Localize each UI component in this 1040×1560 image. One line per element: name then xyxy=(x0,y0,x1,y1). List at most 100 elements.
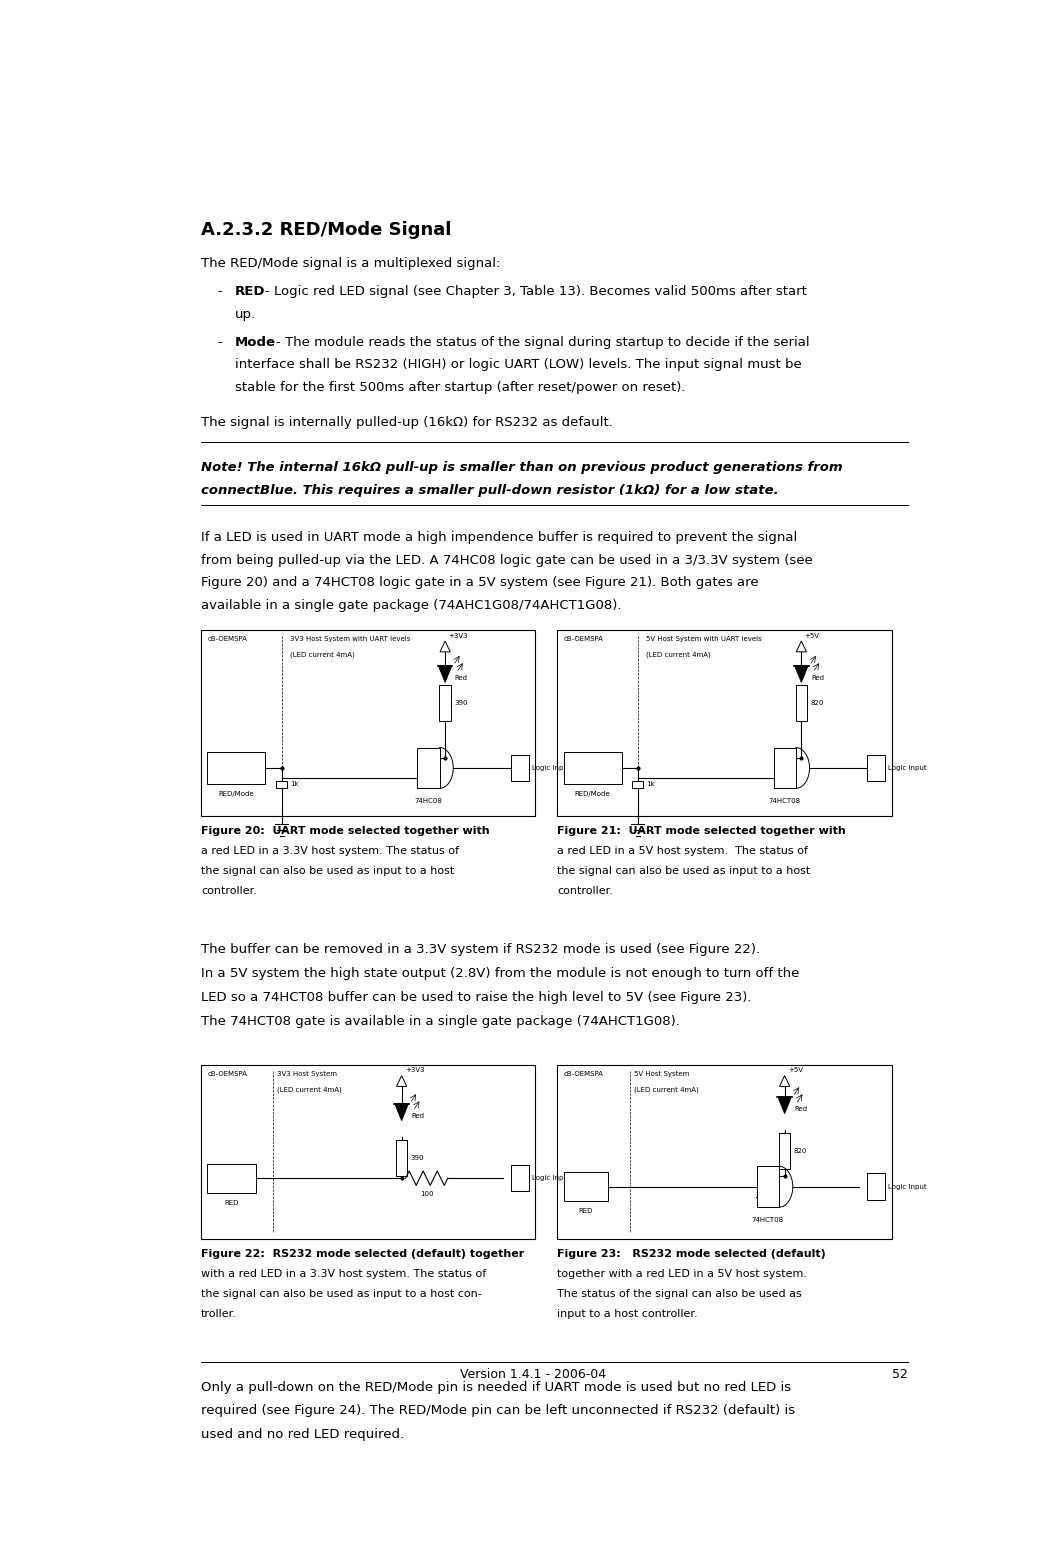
Bar xyxy=(757,1167,779,1207)
Text: - The module reads the status of the signal during startup to decide if the seri: - The module reads the status of the sig… xyxy=(276,335,809,349)
Bar xyxy=(396,1140,408,1176)
Text: from being pulled-up via the LED. A 74HC08 logic gate can be used in a 3/3.3V sy: from being pulled-up via the LED. A 74HC… xyxy=(201,554,812,566)
Polygon shape xyxy=(396,1075,407,1086)
Text: input to a host controller.: input to a host controller. xyxy=(557,1309,698,1318)
Text: (LED current 4mA): (LED current 4mA) xyxy=(633,1086,699,1094)
Text: -: - xyxy=(217,285,222,298)
Bar xyxy=(564,1172,608,1201)
Text: Note! The internal 16kΩ pull-up is smaller than on previous product generations : Note! The internal 16kΩ pull-up is small… xyxy=(201,462,842,474)
Text: controller.: controller. xyxy=(201,886,257,895)
Polygon shape xyxy=(395,1104,409,1120)
Bar xyxy=(867,1173,885,1200)
Bar xyxy=(417,747,440,788)
Text: 74HCT08: 74HCT08 xyxy=(752,1217,784,1223)
Text: Figure 21:  UART mode selected together with: Figure 21: UART mode selected together w… xyxy=(557,825,846,836)
Bar xyxy=(276,780,287,788)
Bar xyxy=(207,752,265,783)
Text: 820: 820 xyxy=(810,700,824,705)
Text: Figure 22:  RS232 mode selected (default) together: Figure 22: RS232 mode selected (default)… xyxy=(201,1248,524,1259)
Text: Mode: Mode xyxy=(235,335,276,349)
Text: Red: Red xyxy=(795,1106,807,1112)
Text: 74HCT08: 74HCT08 xyxy=(769,799,801,803)
Text: up.: up. xyxy=(235,307,256,321)
Text: required (see Figure 24). The RED/Mode pin can be left unconnected if RS232 (def: required (see Figure 24). The RED/Mode p… xyxy=(201,1404,795,1418)
Text: 5V Host System: 5V Host System xyxy=(633,1070,690,1076)
Bar xyxy=(779,1133,790,1168)
Bar xyxy=(774,747,796,788)
Text: (LED current 4mA): (LED current 4mA) xyxy=(646,652,710,658)
Bar xyxy=(867,755,885,782)
Text: stable for the first 500ms after startup (after reset/power on reset).: stable for the first 500ms after startup… xyxy=(235,381,685,395)
Text: a red LED in a 5V host system.  The status of: a red LED in a 5V host system. The statu… xyxy=(557,846,808,856)
Text: - Logic red LED signal (see Chapter 3, Table 13). Becomes valid 500ms after star: - Logic red LED signal (see Chapter 3, T… xyxy=(264,285,806,298)
Text: RED: RED xyxy=(578,1209,593,1214)
Polygon shape xyxy=(440,641,450,652)
Text: Red: Red xyxy=(811,674,824,680)
Text: 3V3 Host System: 3V3 Host System xyxy=(278,1070,338,1076)
Text: 74HC08: 74HC08 xyxy=(415,799,442,803)
Text: The RED/Mode signal is a multiplexed signal:: The RED/Mode signal is a multiplexed sig… xyxy=(201,257,500,270)
Text: RED: RED xyxy=(225,1200,239,1206)
Text: the signal can also be used as input to a host: the signal can also be used as input to … xyxy=(557,866,810,877)
Polygon shape xyxy=(795,666,808,682)
Text: cB-OEMSPA: cB-OEMSPA xyxy=(564,1070,603,1076)
Text: Logic Input: Logic Input xyxy=(532,764,571,771)
Text: controller.: controller. xyxy=(557,886,613,895)
Bar xyxy=(632,780,644,788)
Bar xyxy=(796,685,807,721)
Bar xyxy=(557,630,891,816)
Text: troller.: troller. xyxy=(201,1309,237,1318)
Text: +5V: +5V xyxy=(805,633,820,638)
Bar xyxy=(207,1164,256,1192)
Text: 390: 390 xyxy=(411,1154,424,1161)
Text: cB-OEMSPA: cB-OEMSPA xyxy=(564,636,603,643)
Text: A.2.3.2 RED/Mode Signal: A.2.3.2 RED/Mode Signal xyxy=(201,222,451,239)
Text: 3V3 Host System with UART levels: 3V3 Host System with UART levels xyxy=(289,636,410,643)
Text: 1k: 1k xyxy=(290,782,300,788)
Polygon shape xyxy=(797,641,806,652)
Text: RED/Mode: RED/Mode xyxy=(218,791,254,797)
Text: +3V3: +3V3 xyxy=(405,1067,424,1073)
Polygon shape xyxy=(438,666,451,682)
Text: LED so a 74HCT08 buffer can be used to raise the high level to 5V (see Figure 23: LED so a 74HCT08 buffer can be used to r… xyxy=(201,991,752,1003)
Text: The signal is internally pulled-up (16kΩ) for RS232 as default.: The signal is internally pulled-up (16kΩ… xyxy=(201,417,613,429)
Bar xyxy=(564,752,622,783)
Text: Logic Input: Logic Input xyxy=(888,1184,927,1190)
Text: available in a single gate package (74AHC1G08/74AHCT1G08).: available in a single gate package (74AH… xyxy=(201,599,622,612)
Text: Figure 23:   RS232 mode selected (default): Figure 23: RS232 mode selected (default) xyxy=(557,1248,826,1259)
Text: the signal can also be used as input to a host con-: the signal can also be used as input to … xyxy=(201,1289,482,1298)
Text: a red LED in a 3.3V host system. The status of: a red LED in a 3.3V host system. The sta… xyxy=(201,846,459,856)
Polygon shape xyxy=(778,1097,791,1114)
Text: Logic Input: Logic Input xyxy=(532,1175,571,1181)
Bar xyxy=(201,1065,536,1239)
Bar xyxy=(512,1165,529,1192)
Text: the signal can also be used as input to a host: the signal can also be used as input to … xyxy=(201,866,454,877)
Text: In a 5V system the high state output (2.8V) from the module is not enough to tur: In a 5V system the high state output (2.… xyxy=(201,967,800,980)
Text: 820: 820 xyxy=(794,1148,807,1154)
Text: Only a pull-down on the RED/Mode pin is needed if UART mode is used but no red L: Only a pull-down on the RED/Mode pin is … xyxy=(201,1381,791,1395)
Text: (LED current 4mA): (LED current 4mA) xyxy=(289,652,355,658)
Text: Figure 20) and a 74HCT08 logic gate in a 5V system (see Figure 21). Both gates a: Figure 20) and a 74HCT08 logic gate in a… xyxy=(201,576,758,590)
Polygon shape xyxy=(780,1075,789,1086)
Text: connectBlue. This requires a smaller pull-down resistor (1kΩ) for a low state.: connectBlue. This requires a smaller pul… xyxy=(201,484,779,498)
Text: If a LED is used in UART mode a high impendence buffer is required to prevent th: If a LED is used in UART mode a high imp… xyxy=(201,530,798,544)
Text: 100: 100 xyxy=(420,1192,434,1198)
Bar xyxy=(201,630,536,816)
Text: +3V3: +3V3 xyxy=(448,633,468,638)
Bar xyxy=(440,685,450,721)
Text: +5V: +5V xyxy=(788,1067,803,1073)
Text: The status of the signal can also be used as: The status of the signal can also be use… xyxy=(557,1289,802,1298)
Text: used and no red LED required.: used and no red LED required. xyxy=(201,1427,405,1441)
Text: together with a red LED in a 5V host system.: together with a red LED in a 5V host sys… xyxy=(557,1268,807,1279)
Text: RED/Mode: RED/Mode xyxy=(575,791,610,797)
Bar xyxy=(557,1065,891,1239)
Text: -: - xyxy=(217,335,222,349)
Text: with a red LED in a 3.3V host system. The status of: with a red LED in a 3.3V host system. Th… xyxy=(201,1268,486,1279)
Text: (LED current 4mA): (LED current 4mA) xyxy=(278,1086,342,1094)
Text: 390: 390 xyxy=(454,700,467,705)
Text: Logic Input: Logic Input xyxy=(888,764,927,771)
Bar xyxy=(512,755,529,782)
Text: 5V Host System with UART levels: 5V Host System with UART levels xyxy=(646,636,761,643)
Text: 52: 52 xyxy=(892,1368,908,1381)
Text: 1k: 1k xyxy=(647,782,655,788)
